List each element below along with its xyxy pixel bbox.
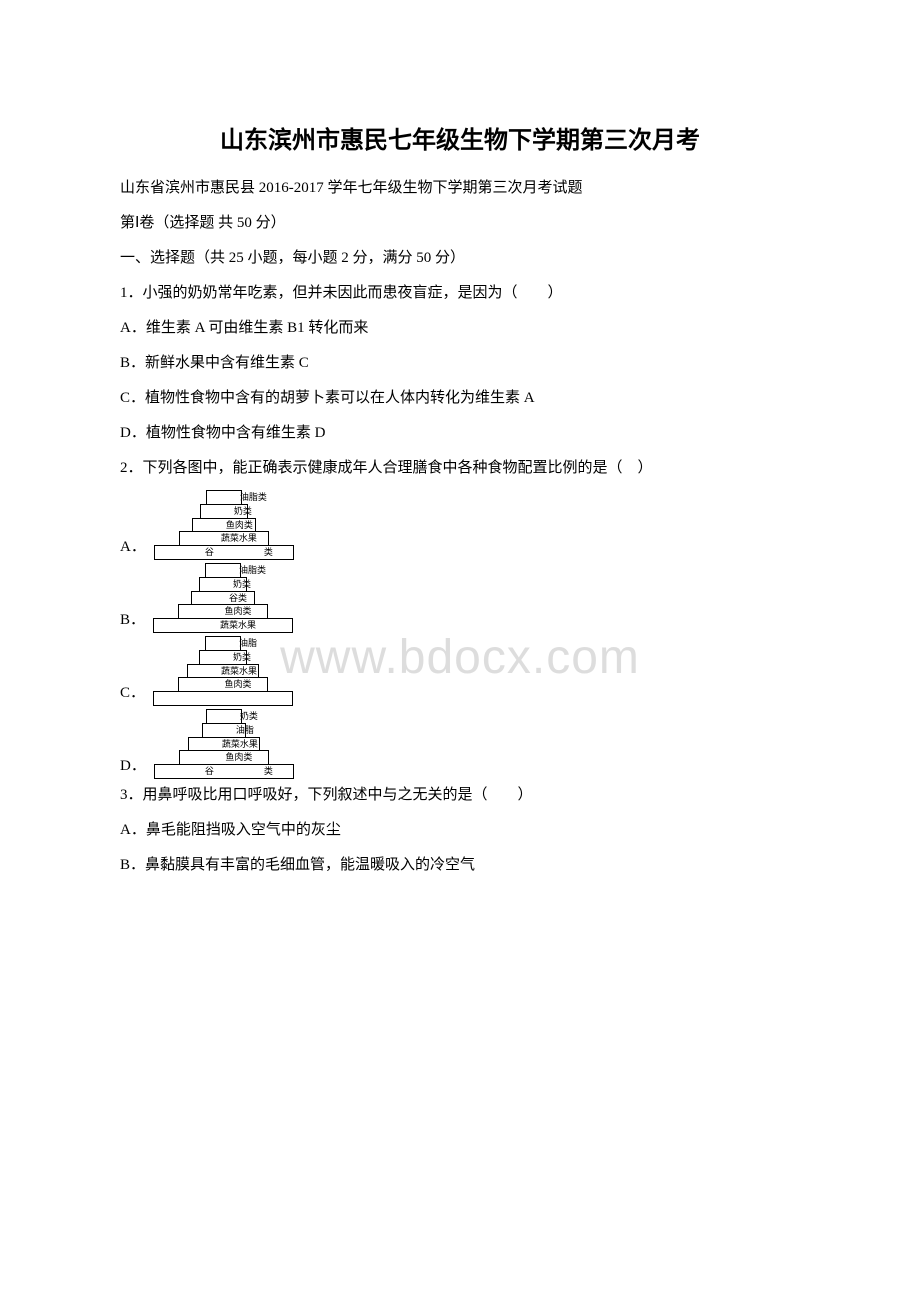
page-title: 山东滨州市惠民七年级生物下学期第三次月考 xyxy=(90,120,830,155)
pyramid-level: 谷类 xyxy=(191,591,255,606)
q2-option-c: C． 油脂 奶类 蔬菜水果 鱼肉类 xyxy=(90,636,830,705)
pyramid-d: 奶类 油脂 蔬菜水果 鱼肉类 谷类 xyxy=(154,709,294,778)
section-header: 第Ⅰ卷（选择题 共 50 分） xyxy=(90,210,830,237)
q1-stem: 1．小强的奶奶常年吃素，但并未因此而患夜盲症，是因为（ ） xyxy=(90,280,830,307)
pyramid-level: 鱼肉类 xyxy=(179,750,269,765)
q2-option-a: A． 油脂类 奶类 鱼肉类 蔬菜水果 谷类 xyxy=(90,490,830,559)
pyramid-level: 鱼肉类 xyxy=(178,604,268,619)
pyramid-base: 蔬菜水果 xyxy=(153,618,293,633)
pyramid-c: 油脂 奶类 蔬菜水果 鱼肉类 xyxy=(153,636,293,705)
q2-option-b-label: B． xyxy=(90,609,145,632)
q3-stem: 3．用鼻呼吸比用口呼吸好，下列叙述中与之无关的是（ ） xyxy=(90,782,830,809)
pyramid-base xyxy=(153,691,293,706)
pyramid-level: 蔬菜水果 xyxy=(188,737,260,752)
pyramid-level: 油脂 xyxy=(205,636,241,651)
section-instructions: 一、选择题（共 25 小题，每小题 2 分，满分 50 分） xyxy=(90,245,830,272)
pyramid-level: 油脂 xyxy=(202,723,246,738)
q2-option-b: B． 油脂类 奶类 谷类 鱼肉类 蔬菜水果 xyxy=(90,563,830,632)
q1-option-c: C．植物性食物中含有的胡萝卜素可以在人体内转化为维生素 A xyxy=(90,385,830,412)
q2-stem: 2．下列各图中，能正确表示健康成年人合理膳食中各种食物配置比例的是（ ） xyxy=(90,455,830,482)
pyramid-base: 谷类 xyxy=(154,764,294,779)
q2-option-d: D． 奶类 油脂 蔬菜水果 鱼肉类 谷类 xyxy=(90,709,830,778)
q3-option-b: B．鼻黏膜具有丰富的毛细血管，能温暖吸入的冷空气 xyxy=(90,852,830,879)
q1-option-b: B．新鲜水果中含有维生素 C xyxy=(90,350,830,377)
pyramid-b: 油脂类 奶类 谷类 鱼肉类 蔬菜水果 xyxy=(153,563,293,632)
q2-option-d-label: D． xyxy=(90,755,146,778)
pyramid-base: 谷类 xyxy=(154,545,294,560)
q1-option-a: A．维生素 A 可由维生素 B1 转化而来 xyxy=(90,315,830,342)
pyramid-level: 鱼肉类 xyxy=(178,677,268,692)
q3-option-a: A．鼻毛能阻挡吸入空气中的灰尘 xyxy=(90,817,830,844)
pyramid-level: 油脂类 xyxy=(206,490,242,505)
pyramid-level: 奶类 xyxy=(200,504,248,519)
pyramid-level: 鱼肉类 xyxy=(192,518,256,533)
q2-option-c-label: C． xyxy=(90,682,145,705)
q2-option-a-label: A． xyxy=(90,536,146,559)
pyramid-level: 油脂类 xyxy=(205,563,241,578)
pyramid-level: 奶类 xyxy=(199,650,247,665)
pyramid-level: 奶类 xyxy=(199,577,247,592)
pyramid-level: 奶类 xyxy=(206,709,242,724)
pyramid-level: 蔬菜水果 xyxy=(179,531,269,546)
pyramid-level: 蔬菜水果 xyxy=(187,664,259,679)
pyramid-a: 油脂类 奶类 鱼肉类 蔬菜水果 谷类 xyxy=(154,490,294,559)
q1-option-d: D．植物性食物中含有维生素 D xyxy=(90,420,830,447)
subtitle: 山东省滨州市惠民县 2016-2017 学年七年级生物下学期第三次月考试题 xyxy=(90,175,830,202)
